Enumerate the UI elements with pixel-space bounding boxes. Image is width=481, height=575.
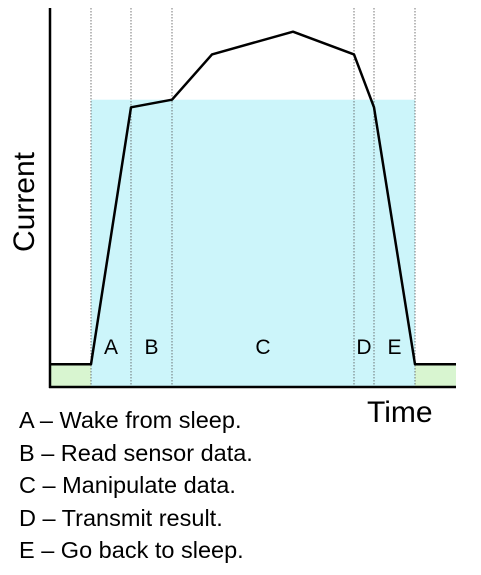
phase-label-a: A bbox=[104, 336, 118, 359]
sleep-region-left bbox=[50, 364, 91, 387]
active-region bbox=[91, 99, 415, 387]
legend-item-b: B – Read sensor data. bbox=[19, 439, 253, 466]
phase-label-e: E bbox=[387, 336, 401, 359]
y-axis-label: Current bbox=[8, 151, 41, 253]
legend-item-a: A – Wake from sleep. bbox=[19, 407, 242, 433]
legend-item-d: D – Transmit result. bbox=[19, 504, 223, 531]
phase-legend: A – Wake from sleep. B – Read sensor dat… bbox=[19, 404, 253, 567]
y-axis-label-box: Current bbox=[8, 152, 42, 252]
legend-item-e: E – Go back to sleep. bbox=[19, 537, 244, 563]
legend-item-c: C – Manipulate data. bbox=[19, 472, 236, 498]
x-axis-label: Time bbox=[367, 396, 433, 429]
current-line bbox=[50, 30, 456, 366]
phase-label-d: D bbox=[356, 336, 371, 359]
sleep-region-right bbox=[415, 364, 456, 387]
phase-label-c: C bbox=[255, 336, 270, 359]
phase-label-b: B bbox=[144, 336, 158, 359]
